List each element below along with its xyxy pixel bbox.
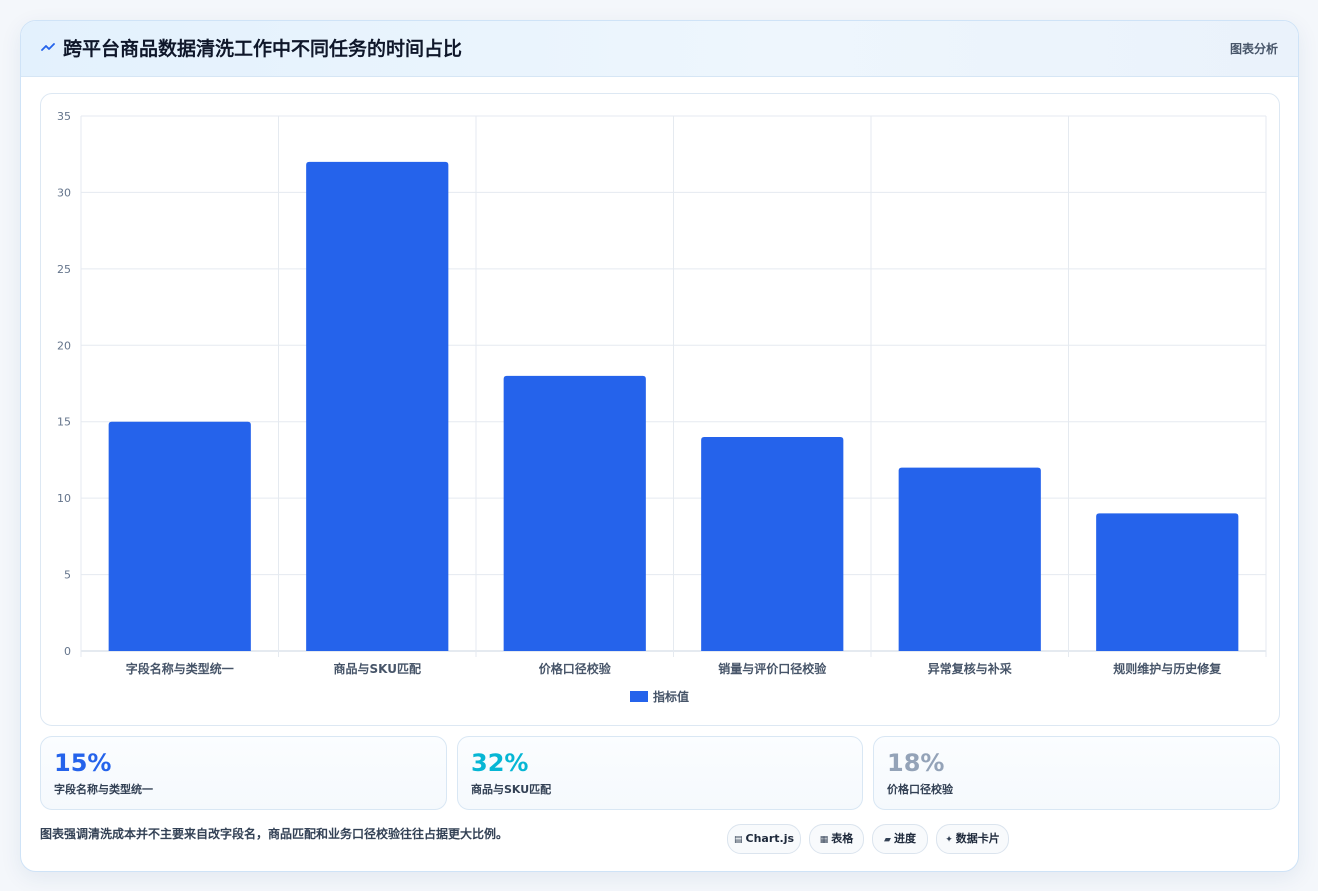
chip-table[interactable]: ▦ 表格 [809,824,864,854]
chip-label: Chart.js [745,832,795,845]
bar [306,161,449,651]
bar [701,437,844,651]
chip-label: 进度 [893,832,916,845]
stat-card-3: 18% 价格口径校验 [873,736,1280,810]
page-title: 跨平台商品数据清洗工作中不同任务的时间占比 [63,38,463,60]
x-tick-label: 字段名称与类型统一 [126,661,234,676]
chip-label: 表格 [831,832,854,845]
sparkle-icon: ✦ [945,835,953,845]
chart-card: 跨平台商品数据清洗工作中不同任务的时间占比 图表分析 0 5 10 15 20 25 30 3… [20,20,1299,872]
stat-card-2: 32% 商品与SKU匹配 [457,736,863,810]
y-tick-label: 0 [64,645,71,658]
y-tick-label: 25 [57,263,71,276]
card-header: 跨平台商品数据清洗工作中不同任务的时间占比 图表分析 [21,21,1298,77]
progress-icon: ▰ [884,835,891,845]
stat-label: 商品与SKU匹配 [471,783,552,796]
stat-value: 18% [887,749,945,777]
chip-progress[interactable]: ▰ 进度 [872,824,928,854]
y-tick-label: 30 [57,186,71,199]
y-tick-label: 20 [57,339,71,352]
legend-label: 指标值 [653,689,689,704]
footer-note: 图表强调清洗成本并不主要来自改字段名，商品匹配和业务口径校验往往占据更大比例。 [40,827,509,841]
legend-swatch [630,691,648,702]
chart-panel: 0 5 10 15 20 25 30 35 字段名称与类型统一 商品与SKU匹配 价格口径校验 销量与… [40,93,1280,726]
stat-card-1: 15% 字段名称与类型统一 [40,736,447,810]
bar [108,421,251,651]
chart-icon: ▤ [733,835,743,845]
stat-value: 15% [54,749,112,777]
y-tick-label: 35 [57,110,71,123]
stat-label: 字段名称与类型统一 [54,783,153,796]
table-icon: ▦ [819,835,829,845]
chip-label: 数据卡片 [955,832,1000,845]
bar-chart: 0 5 10 15 20 25 30 35 字段名称与类型统一 商品与SKU匹配 价格口径校验 销量与… [57,110,1267,704]
bar [503,375,646,651]
y-tick-label: 10 [57,492,71,505]
chip-chartjs[interactable]: ▤ Chart.js [727,824,801,854]
x-tick-label: 商品与SKU匹配 [334,661,421,676]
chart-line-icon [41,38,55,58]
x-tick-label: 销量与评价口径校验 [718,661,827,676]
y-tick-label: 5 [64,569,71,582]
x-tick-label: 规则维护与历史修复 [1113,661,1222,676]
x-tick-label: 价格口径校验 [539,661,612,676]
bar [898,467,1041,651]
stat-label: 价格口径校验 [887,783,953,796]
chip-data-cards[interactable]: ✦ 数据卡片 [936,824,1009,854]
x-tick-label: 异常复核与补采 [928,661,1012,676]
stat-value: 32% [471,749,529,777]
y-tick-label: 15 [57,416,71,429]
bar [1096,513,1239,651]
chart-analysis-tag[interactable]: 图表分析 [1229,42,1278,56]
